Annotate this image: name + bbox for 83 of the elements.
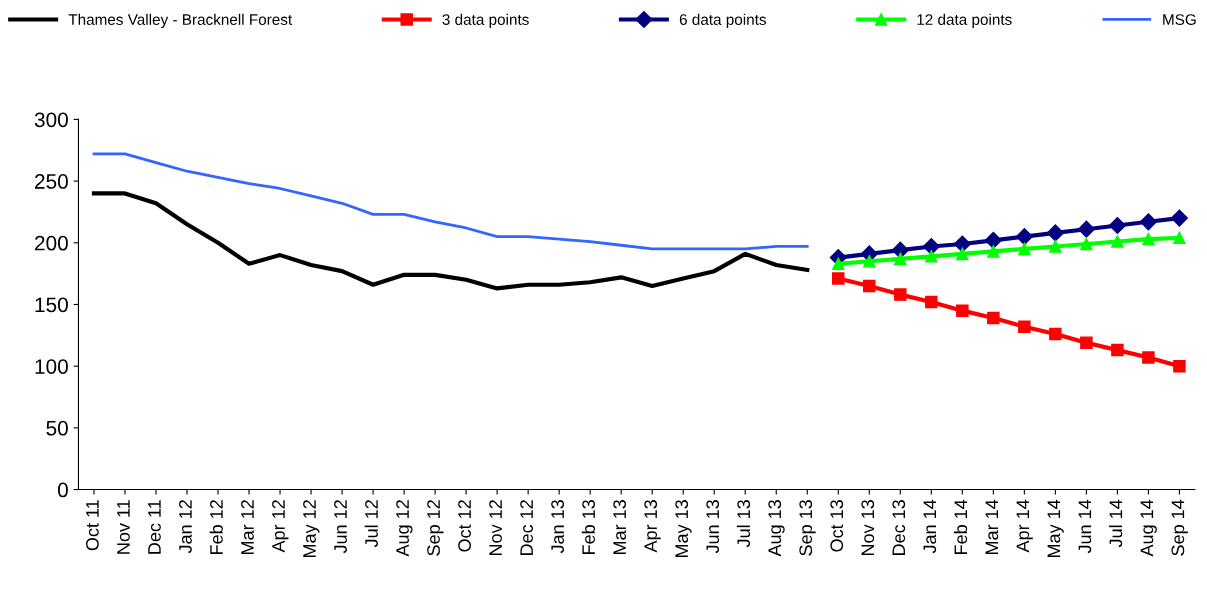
x-tick-label: Dec 13 <box>892 500 906 555</box>
x-tick-label: Feb 14 <box>953 499 968 554</box>
x-tick-label: Jul 14 <box>1108 499 1123 548</box>
point <box>1170 209 1188 227</box>
point <box>987 245 1000 258</box>
point <box>1142 351 1155 364</box>
point <box>863 255 876 268</box>
x-tick-label: Jan 13 <box>551 500 565 554</box>
x-tick-label: Jul 12 <box>364 500 378 548</box>
x-tick-label: Oct 11 <box>86 500 99 551</box>
x-tick-label: May 12 <box>303 500 320 557</box>
x-tick-label: Apr 14 <box>1016 499 1033 553</box>
legend-label: 6 data points <box>679 13 767 28</box>
x-tick-label: Sep 12 <box>427 500 444 556</box>
point <box>922 237 940 256</box>
x-tick-label: Nov 13 <box>861 500 875 555</box>
point <box>1111 235 1124 248</box>
x-tick-label: Oct 12 <box>458 500 471 552</box>
point <box>894 252 907 266</box>
x-tick-label: Sep 14 <box>1171 499 1188 556</box>
x-tick-label: Jan 12 <box>179 500 192 554</box>
point <box>1173 359 1186 373</box>
x-tick-label: Mar 13 <box>613 500 627 554</box>
point <box>1015 228 1033 246</box>
point <box>1046 224 1064 242</box>
point <box>1049 240 1062 253</box>
point <box>925 295 938 309</box>
x-tick-label: Mar 14 <box>985 499 999 554</box>
x-tick-label: Aug 12 <box>396 500 413 557</box>
point <box>832 272 845 285</box>
point <box>925 250 938 263</box>
point <box>987 311 1000 325</box>
x-tick-label: Jan 14 <box>923 499 937 554</box>
y-tick-label: 250 <box>35 174 68 189</box>
legend-label: MSG <box>1163 14 1196 25</box>
point <box>1139 213 1157 231</box>
x-tick-label: Feb 12 <box>209 500 223 554</box>
y-tick-label: 150 <box>35 297 68 313</box>
point <box>956 247 969 261</box>
point <box>953 235 971 253</box>
point <box>863 279 876 293</box>
x-tick-label: Jul 13 <box>736 500 751 548</box>
x-tick-label: Dec 11 <box>148 500 161 554</box>
x-tick-label: Nov 12 <box>489 500 502 555</box>
legend-label: 3 data points <box>442 13 529 28</box>
x-tick-label: Apr 12 <box>272 500 289 553</box>
point <box>1080 237 1093 251</box>
point <box>1080 336 1093 349</box>
x-tick-label: Jun 12 <box>334 500 347 554</box>
y-tick-label: 200 <box>35 235 68 251</box>
point <box>956 304 969 317</box>
point <box>1049 327 1062 341</box>
point <box>1108 216 1126 235</box>
point <box>832 257 845 271</box>
x-tick-label: Aug 13 <box>768 500 785 557</box>
x-tick-label: Aug 14 <box>1140 499 1157 557</box>
point <box>894 288 907 301</box>
legend-label: 12 data points <box>917 13 1012 28</box>
point <box>1111 343 1124 357</box>
x-tick-label: Jun 13 <box>706 500 720 554</box>
line-series <box>92 152 809 251</box>
x-tick-label: Feb 13 <box>581 500 596 554</box>
point <box>1173 231 1186 245</box>
y-tick-label: 50 <box>46 420 68 436</box>
point <box>1142 232 1155 246</box>
x-tick-label: Jun 14 <box>1078 499 1092 554</box>
line-series <box>91 191 810 291</box>
point <box>1018 320 1031 333</box>
x-tick-label: Apr 13 <box>644 500 661 553</box>
x-tick-label: Oct 13 <box>830 500 844 552</box>
x-tick-label: May 14 <box>1047 499 1064 557</box>
x-tick-label: Sep 13 <box>799 500 816 556</box>
x-tick-label: May 13 <box>675 500 692 557</box>
point <box>1018 242 1031 256</box>
legend-label: Thames Valley - Bracknell Forest <box>68 13 293 28</box>
x-tick-label: Nov 11 <box>117 500 130 554</box>
point <box>984 231 1002 249</box>
x-tick-label: Dec 12 <box>520 500 533 555</box>
y-tick-label: 300 <box>34 112 68 128</box>
y-tick-label: 0 <box>57 482 68 498</box>
point <box>1077 220 1095 238</box>
x-tick-label: Mar 12 <box>241 500 254 554</box>
y-tick-label: 100 <box>35 359 68 374</box>
